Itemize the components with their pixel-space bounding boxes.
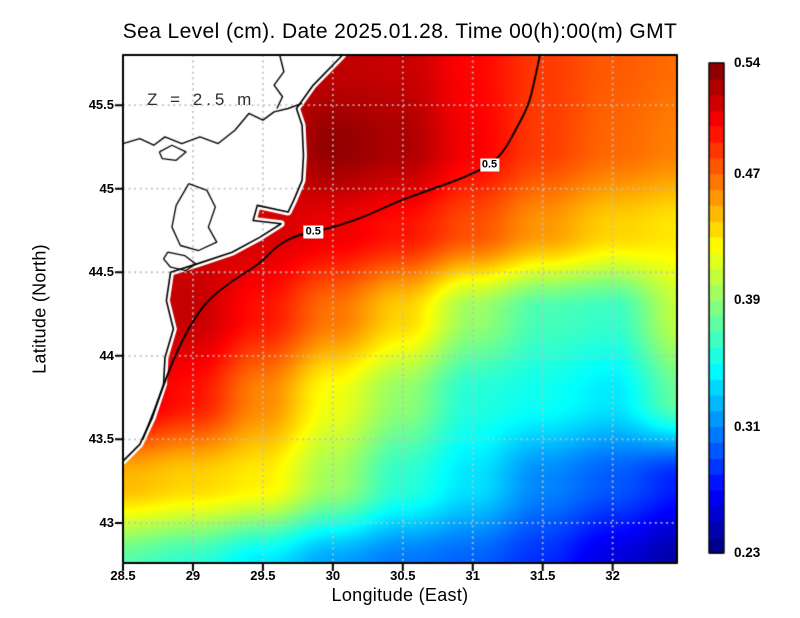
y-axis-label: Latitude (North): [29, 244, 50, 374]
colorbar-tick-label: 0.39: [734, 292, 761, 308]
y-tick-label: 44.5: [88, 264, 114, 280]
y-tick-label: 44: [99, 347, 114, 363]
colorbar-tick-label: 0.54: [734, 55, 761, 70]
contour-label: 0.5: [303, 225, 323, 239]
contour-label: 0.5: [479, 158, 500, 172]
y-tick-label: 43.5: [88, 431, 114, 447]
x-tick-label: 29.5: [250, 568, 276, 583]
y-tick-label: 43: [99, 514, 114, 530]
x-tick-label: 28.5: [110, 568, 136, 583]
y-tick-label: 45.5: [88, 97, 114, 113]
x-tick-label: 31.5: [530, 568, 556, 583]
x-axis-label: Longitude (East): [331, 585, 469, 605]
chart-title: Sea Level (cm). Date 2025.01.28. Time 00…: [122, 20, 678, 43]
x-tick-label: 30.5: [390, 568, 416, 583]
x-tick-label: 32: [605, 568, 620, 583]
colorbar-tick-label: 0.31: [734, 418, 761, 434]
y-tick-label: 45: [99, 180, 114, 196]
x-tick-label: 31: [465, 568, 480, 583]
x-tick-label: 30: [325, 568, 341, 583]
colorbar-tick-label: 0.23: [734, 545, 761, 560]
depth-annotation: Z = 2.5 m: [147, 90, 256, 109]
x-tick-label: 29: [185, 568, 201, 583]
colorbar-tick-label: 0.47: [734, 165, 761, 181]
